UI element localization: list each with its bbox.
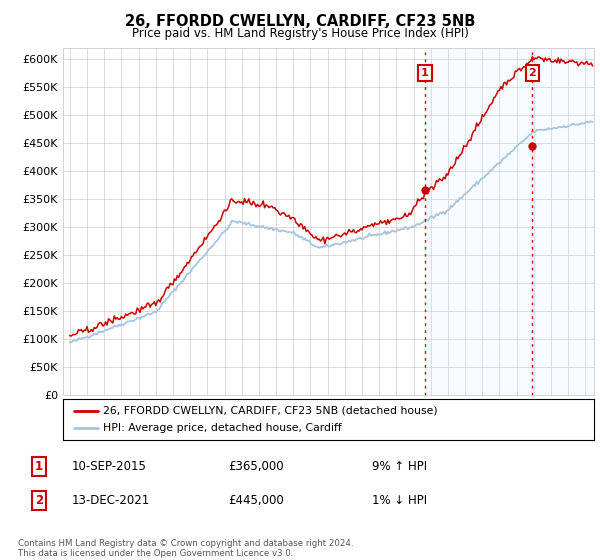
Text: £365,000: £365,000 bbox=[228, 460, 284, 473]
Text: Contains HM Land Registry data © Crown copyright and database right 2024.
This d: Contains HM Land Registry data © Crown c… bbox=[18, 539, 353, 558]
Text: 26, FFORDD CWELLYN, CARDIFF, CF23 5NB: 26, FFORDD CWELLYN, CARDIFF, CF23 5NB bbox=[125, 14, 475, 29]
Text: £445,000: £445,000 bbox=[228, 493, 284, 507]
Bar bbox=[425, 48, 594, 395]
Text: HPI: Average price, detached house, Cardiff: HPI: Average price, detached house, Card… bbox=[103, 423, 341, 433]
Text: 9% ↑ HPI: 9% ↑ HPI bbox=[372, 460, 427, 473]
Text: 13-DEC-2021: 13-DEC-2021 bbox=[72, 493, 150, 507]
Text: 1: 1 bbox=[421, 68, 429, 78]
Text: 10-SEP-2015: 10-SEP-2015 bbox=[72, 460, 147, 473]
Text: 1% ↓ HPI: 1% ↓ HPI bbox=[372, 493, 427, 507]
Text: 26, FFORDD CWELLYN, CARDIFF, CF23 5NB (detached house): 26, FFORDD CWELLYN, CARDIFF, CF23 5NB (d… bbox=[103, 405, 437, 416]
Text: 1: 1 bbox=[35, 460, 43, 473]
Text: Price paid vs. HM Land Registry's House Price Index (HPI): Price paid vs. HM Land Registry's House … bbox=[131, 27, 469, 40]
Text: 2: 2 bbox=[35, 493, 43, 507]
Text: 2: 2 bbox=[529, 68, 536, 78]
